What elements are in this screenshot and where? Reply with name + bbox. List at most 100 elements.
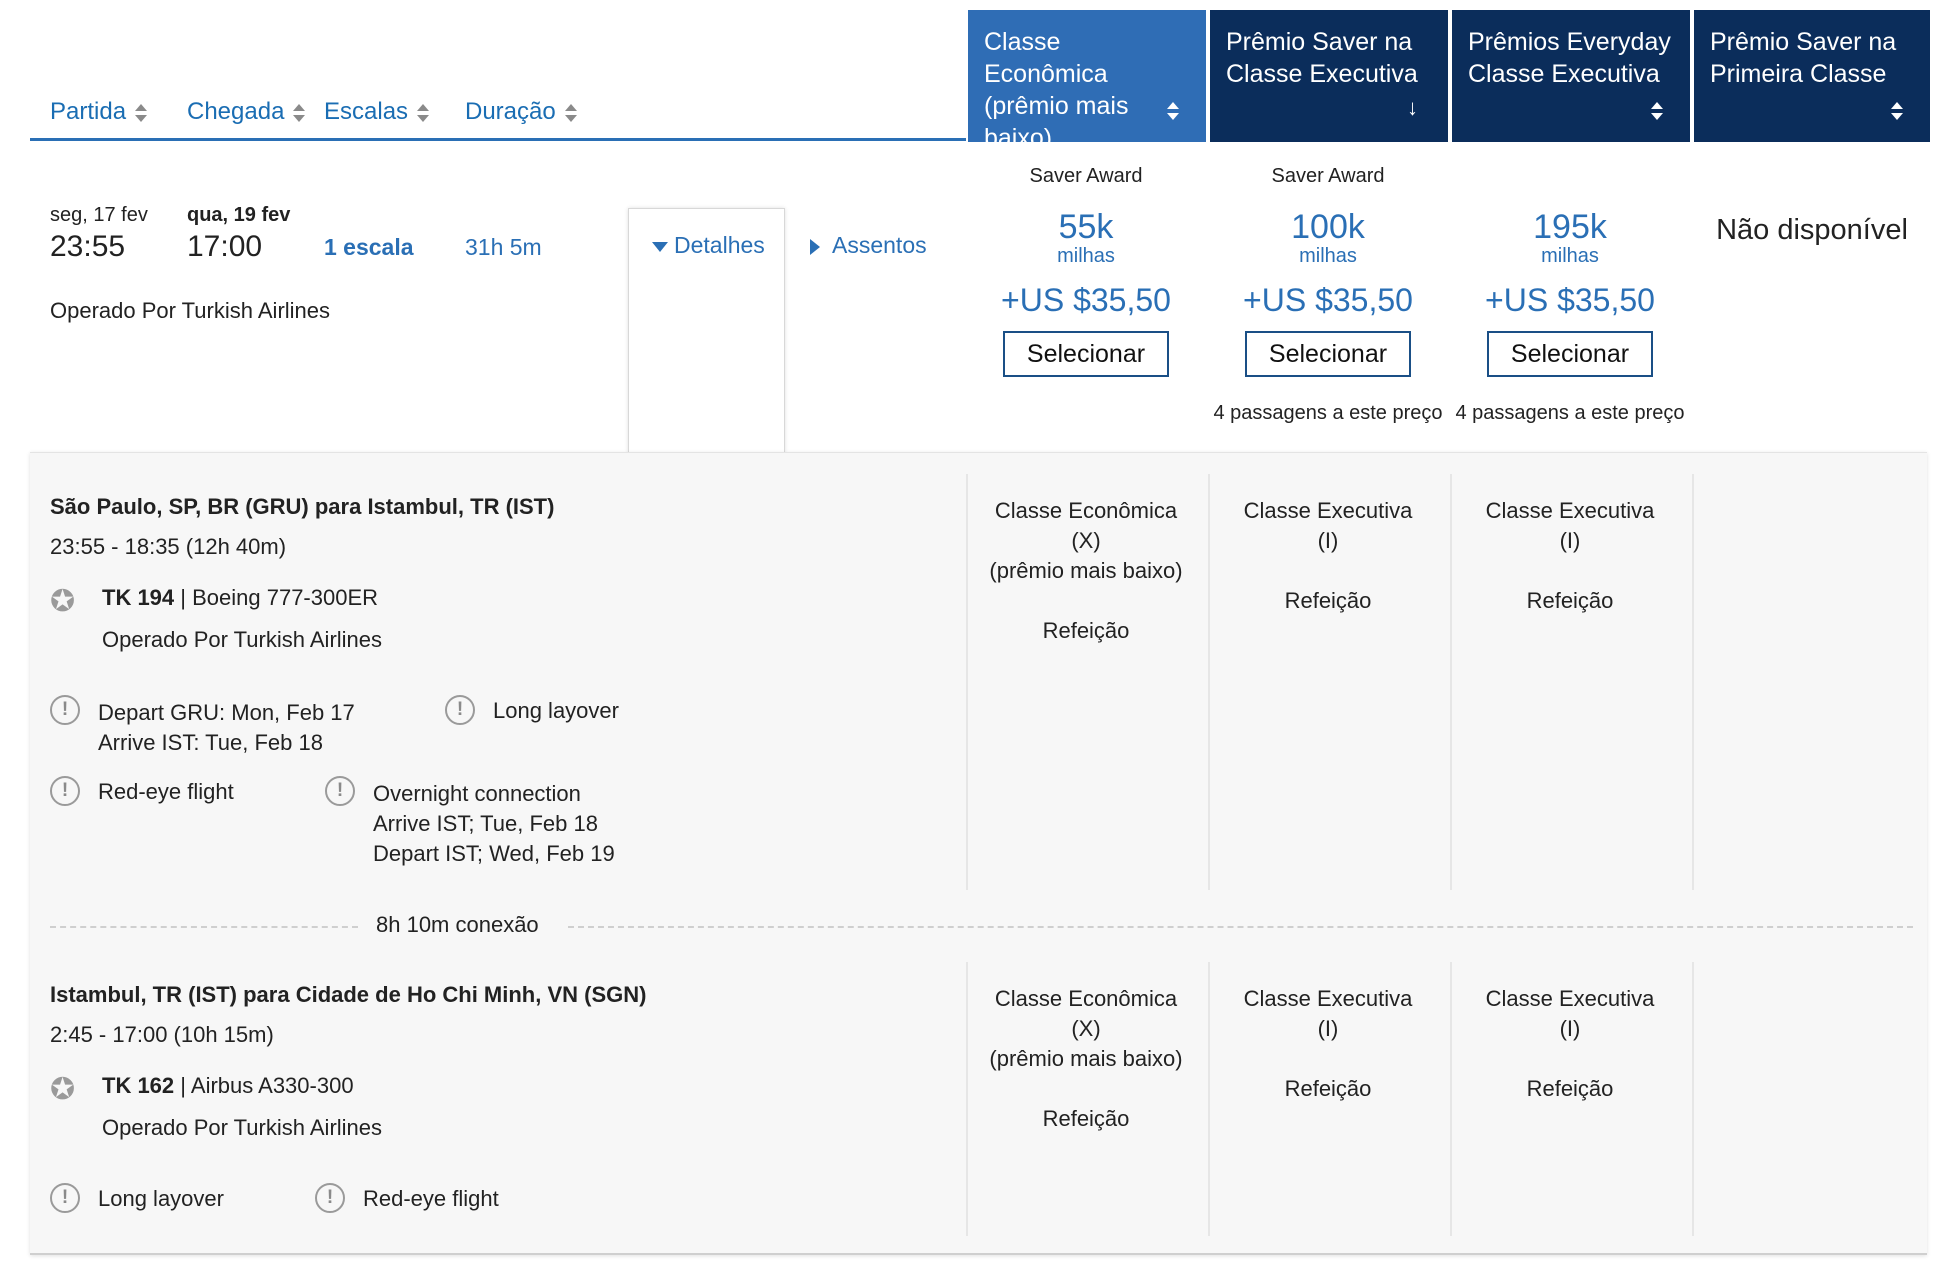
segment-times: 2:45 - 17:00 (10h 15m) bbox=[50, 1022, 274, 1047]
segment-cabin: Classe Executiva (I) Refeição bbox=[1450, 496, 1690, 616]
fare-unavailable: Não disponível bbox=[1716, 214, 1908, 246]
arrive-day: qua, 19 fev bbox=[187, 204, 291, 226]
warning-line: Arrive IST; Tue, Feb 18 bbox=[373, 811, 598, 836]
warning-icon: ! bbox=[325, 776, 355, 806]
warning-line: Depart GRU: Mon, Feb 17 bbox=[98, 700, 355, 725]
segment-flight: TK 194 | Boeing 777-300ER bbox=[102, 585, 378, 611]
select-button[interactable]: Selecionar bbox=[1245, 331, 1411, 377]
fare-tax: +US $35,50 bbox=[1485, 282, 1655, 318]
connection-label: 8h 10m conexão bbox=[376, 912, 539, 937]
flight-number: TK 162 bbox=[102, 1073, 175, 1098]
cabin-code: (I) bbox=[1317, 528, 1339, 553]
warning-line: Overnight connection bbox=[373, 781, 581, 806]
fare-note: 4 passagens a este preço bbox=[1213, 402, 1443, 424]
connection-divider bbox=[50, 926, 358, 928]
fare-miles-label: milhas bbox=[1057, 245, 1115, 267]
cabin-header-economy[interactable]: Classe Econômica (prêmio mais baixo) bbox=[968, 10, 1206, 152]
cabin-header-label: Classe Econômica (prêmio mais baixo) bbox=[984, 28, 1129, 152]
segment-times: 23:55 - 18:35 (12h 40m) bbox=[50, 534, 287, 559]
fare-business-everyday: 195k milhas +US $35,50 Selecionar bbox=[1450, 165, 1690, 377]
fare-miles-label: milhas bbox=[1541, 245, 1599, 267]
segment-cabin: Classe Executiva (I) Refeição bbox=[1208, 496, 1448, 616]
segment-route: Istambul, TR (IST) para Cidade de Ho Chi… bbox=[50, 982, 647, 1007]
sort-icon bbox=[1890, 100, 1904, 122]
arrow-down-icon: ↓ bbox=[1407, 95, 1418, 120]
aircraft: | Boeing 777-300ER bbox=[180, 585, 379, 610]
warning-line: Arrive IST: Tue, Feb 18 bbox=[98, 730, 323, 755]
cabin-code: (X) bbox=[1071, 528, 1101, 553]
details-toggle[interactable]: Detalhes bbox=[652, 232, 765, 259]
fare-tag: Saver Award bbox=[1271, 165, 1385, 187]
cabin-code: (I) bbox=[1559, 528, 1581, 553]
sort-icon bbox=[564, 102, 578, 124]
depart-time: 23:55 bbox=[50, 230, 126, 263]
warning-icon: ! bbox=[50, 776, 80, 806]
warning-icon: ! bbox=[50, 695, 80, 725]
connection-divider bbox=[568, 926, 1913, 928]
select-button[interactable]: Selecionar bbox=[1003, 331, 1169, 377]
cabin-meal: Refeição bbox=[1526, 588, 1614, 613]
fare-miles: 195k bbox=[1533, 208, 1607, 246]
segment-operator: Operado Por Turkish Airlines bbox=[102, 1115, 383, 1140]
cabin-code: (X) bbox=[1071, 1016, 1101, 1041]
fare-tag bbox=[1450, 165, 1690, 188]
cabin-header-business-saver[interactable]: Prêmio Saver na Classe Executiva ↓ bbox=[1210, 10, 1448, 142]
warning-text: Long layover bbox=[98, 1186, 224, 1211]
sort-arrival-label: Chegada bbox=[187, 98, 285, 125]
aircraft: | Airbus A330-300 bbox=[180, 1073, 354, 1098]
sort-departure[interactable]: Partida bbox=[50, 98, 148, 126]
warning-text: Long layover bbox=[493, 698, 619, 723]
warning-icon: ! bbox=[50, 1183, 80, 1213]
warning-text: Depart GRU: Mon, Feb 17 Arrive IST: Tue, … bbox=[98, 698, 355, 758]
fare-business-saver: Saver Award 100k milhas +US $35,50 Selec… bbox=[1208, 165, 1448, 377]
segment-route: São Paulo, SP, BR (GRU) para Istambul, T… bbox=[50, 494, 555, 519]
cabin-name: Classe Econômica bbox=[994, 498, 1178, 523]
sort-icon bbox=[134, 102, 148, 124]
column-divider bbox=[966, 474, 968, 890]
cabin-name: Classe Executiva bbox=[1485, 986, 1655, 1011]
cabin-name: Classe Executiva bbox=[1243, 498, 1413, 523]
sort-arrival[interactable]: Chegada bbox=[187, 98, 306, 126]
column-divider bbox=[1692, 962, 1694, 1236]
cabin-name: Classe Econômica bbox=[994, 986, 1178, 1011]
warning-line: Depart IST; Wed, Feb 19 bbox=[373, 841, 615, 866]
stops-link[interactable]: 1 escala bbox=[324, 234, 414, 260]
flight-number: TK 194 bbox=[102, 585, 175, 610]
warning-text: Overnight connection Arrive IST; Tue, Feb… bbox=[373, 779, 615, 869]
details-panel bbox=[30, 452, 1927, 1255]
seats-toggle[interactable]: Assentos bbox=[810, 232, 927, 259]
fare-miles: 100k bbox=[1291, 208, 1365, 246]
sort-duration[interactable]: Duração bbox=[465, 98, 578, 126]
cabin-meal: Refeição bbox=[1284, 588, 1372, 613]
sort-stops-label: Escalas bbox=[324, 98, 409, 125]
segment-cabin: Classe Econômica (X) (prêmio mais baixo) Re… bbox=[966, 984, 1206, 1134]
segment-cabin: Classe Executiva (I) Refeição bbox=[1208, 984, 1448, 1104]
star-alliance-icon: ✪ bbox=[50, 585, 76, 618]
segment-flight: TK 162 | Airbus A330-300 bbox=[102, 1073, 354, 1099]
cabin-header-first-saver[interactable]: Prêmio Saver na Primeira Classe bbox=[1694, 10, 1930, 142]
segment-cabin: Classe Executiva (I) Refeição bbox=[1450, 984, 1690, 1104]
cabin-note: (prêmio mais baixo) bbox=[989, 1046, 1183, 1071]
fare-economy: Saver Award 55k milhas +US $35,50 Seleci… bbox=[966, 165, 1206, 377]
fare-tax: +US $35,50 bbox=[1001, 282, 1171, 318]
sort-icon bbox=[1650, 100, 1664, 122]
fare-tax: +US $35,50 bbox=[1243, 282, 1413, 318]
segment-cabin: Classe Econômica (X) (prêmio mais baixo) Re… bbox=[966, 496, 1206, 646]
operated-by: Operado Por Turkish Airlines bbox=[50, 298, 331, 323]
cabin-header-label: Prêmios Everyday Classe Executiva bbox=[1468, 28, 1671, 88]
cabin-header-business-everyday[interactable]: Prêmios Everyday Classe Executiva bbox=[1452, 10, 1690, 142]
cabin-meal: Refeição bbox=[1042, 618, 1130, 643]
segment-operator: Operado Por Turkish Airlines bbox=[102, 627, 383, 652]
cabin-code: (I) bbox=[1317, 1016, 1339, 1041]
select-button[interactable]: Selecionar bbox=[1487, 331, 1653, 377]
cabin-name: Classe Executiva bbox=[1243, 986, 1413, 1011]
cabin-code: (I) bbox=[1559, 1016, 1581, 1041]
cabin-meal: Refeição bbox=[1284, 1076, 1372, 1101]
column-divider bbox=[1692, 474, 1694, 890]
fare-note: 4 passagens a este preço bbox=[1455, 402, 1685, 424]
cabin-note: (prêmio mais baixo) bbox=[989, 558, 1183, 583]
sort-stops[interactable]: Escalas bbox=[324, 98, 430, 126]
header-divider bbox=[30, 138, 966, 141]
arrive-time: 17:00 bbox=[187, 230, 263, 263]
duration: 31h 5m bbox=[465, 234, 542, 260]
